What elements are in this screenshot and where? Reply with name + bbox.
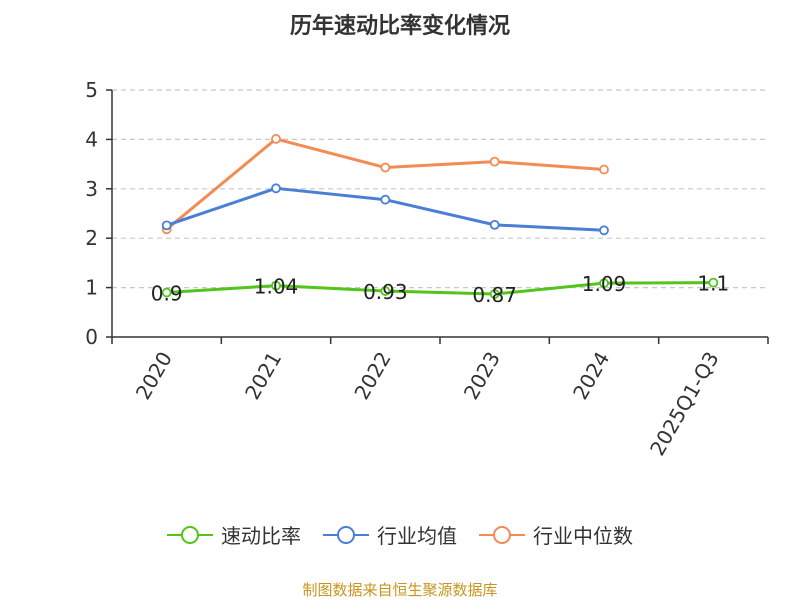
legend-label: 行业中位数 bbox=[533, 524, 633, 548]
data-point bbox=[161, 220, 172, 231]
x-tick-label: 2020 bbox=[131, 348, 177, 404]
axes: 0 1 2 3 4 5 2020 2021 2022 2023 2024 2025Q1-Q3 bbox=[85, 78, 769, 460]
x-tick-label: 2021 bbox=[240, 348, 286, 404]
x-tick-label: 2023 bbox=[459, 347, 505, 403]
data-label: 1.1 bbox=[697, 272, 729, 296]
data-labels: 0.9 1.04 0.93 0.87 1.09 1.1 bbox=[151, 272, 729, 307]
data-point bbox=[271, 134, 281, 144]
legend: 速动比率 行业均值 行业中位数 bbox=[0, 520, 800, 549]
data-point bbox=[489, 219, 500, 230]
data-label: 1.09 bbox=[582, 272, 627, 296]
series-line bbox=[166, 186, 605, 232]
x-tick-label: 2025Q1-Q3 bbox=[645, 348, 724, 460]
data-label: 0.9 bbox=[151, 282, 183, 306]
y-tick-label: 2 bbox=[85, 226, 98, 250]
legend-label: 行业均值 bbox=[377, 524, 457, 548]
data-point bbox=[599, 278, 609, 289]
data-point bbox=[708, 277, 719, 288]
chart-title: 历年速动比率变化情况 bbox=[289, 14, 510, 39]
series-2 bbox=[161, 134, 609, 235]
x-tick-label: 2022 bbox=[349, 348, 395, 404]
series-1 bbox=[161, 183, 609, 236]
legend-label: 速动比率 bbox=[221, 524, 301, 548]
data-label: 0.87 bbox=[472, 283, 517, 307]
legend-item-quick-ratio[interactable]: 速动比率 bbox=[167, 520, 301, 549]
data-point bbox=[489, 156, 500, 167]
legend-swatch-icon bbox=[323, 525, 369, 544]
data-point bbox=[380, 286, 391, 296]
series-0 bbox=[161, 277, 719, 299]
legend-item-industry-median[interactable]: 行业中位数 bbox=[479, 520, 633, 549]
series-group bbox=[161, 134, 719, 299]
series-line bbox=[165, 137, 605, 231]
data-point bbox=[271, 183, 281, 194]
x-tick-label: 2024 bbox=[568, 348, 614, 404]
data-label: 0.93 bbox=[363, 280, 408, 304]
source-note: 制图数据来自恒生聚源数据库 bbox=[302, 581, 498, 599]
y-tick-label: 5 bbox=[85, 78, 98, 102]
y-tick-label: 4 bbox=[85, 127, 98, 151]
grid-lines bbox=[112, 89, 768, 289]
data-point bbox=[161, 287, 172, 298]
data-point bbox=[380, 194, 391, 205]
legend-swatch-icon bbox=[167, 525, 213, 544]
legend-swatch-icon bbox=[479, 525, 525, 544]
y-tick-label: 1 bbox=[85, 276, 98, 300]
data-point bbox=[599, 164, 609, 175]
y-tick-label: 3 bbox=[85, 177, 98, 201]
y-tick-label: 0 bbox=[85, 325, 98, 349]
legend-item-industry-mean[interactable]: 行业均值 bbox=[323, 520, 457, 549]
data-point bbox=[271, 280, 281, 291]
data-point bbox=[489, 289, 500, 299]
series-line bbox=[166, 281, 714, 296]
data-point bbox=[599, 225, 609, 236]
data-point bbox=[380, 162, 391, 173]
data-label: 1.04 bbox=[254, 275, 299, 299]
